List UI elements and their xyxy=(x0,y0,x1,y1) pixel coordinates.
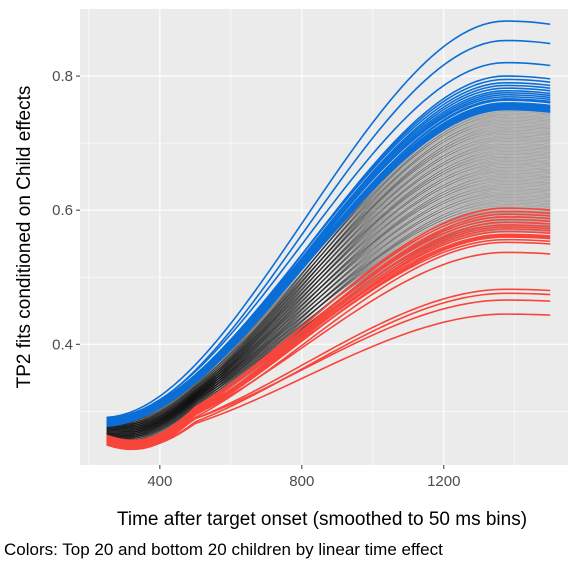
series-line-middle xyxy=(106,163,551,425)
series-line-middle xyxy=(106,190,551,442)
series-line-middle xyxy=(106,113,551,437)
series-line-middle xyxy=(106,127,551,439)
y-axis: 0.4 0.6 0.8 xyxy=(52,68,80,353)
series-line-middle xyxy=(106,130,551,435)
series-line-middle xyxy=(106,160,551,428)
series-line-middle xyxy=(106,123,551,434)
series-top20-group xyxy=(106,20,551,427)
series-line-middle xyxy=(106,138,551,436)
x-tick-label: 1200 xyxy=(427,473,460,490)
series-line-middle xyxy=(106,143,551,429)
series-line-middle xyxy=(106,150,551,431)
series-line-middle xyxy=(106,117,551,441)
series-line-bottom20 xyxy=(106,238,551,442)
series-line-middle xyxy=(106,139,551,425)
series-line-middle xyxy=(106,201,551,440)
series-line-middle xyxy=(106,153,551,427)
y-tick-label: 0.6 xyxy=(52,202,73,219)
series-line-middle xyxy=(106,146,551,426)
series-line-middle xyxy=(106,156,551,424)
series-line-middle xyxy=(106,169,551,438)
series-bottom20-group xyxy=(106,207,551,451)
series-line-middle xyxy=(106,112,551,428)
series-line-middle xyxy=(106,122,551,426)
series-line-middle xyxy=(106,158,551,432)
series-line-middle xyxy=(106,126,551,431)
series-line-middle xyxy=(106,186,551,437)
series-line-middle xyxy=(106,133,551,432)
series-line-middle xyxy=(106,183,551,441)
series-line-middle xyxy=(106,125,551,442)
x-axis-title: Time after target onset (smoothed to 50 … xyxy=(117,509,527,530)
series-line-middle xyxy=(106,179,551,436)
series-line-middle xyxy=(106,175,551,431)
series-line-top20 xyxy=(106,20,551,419)
series-line-middle xyxy=(106,136,551,428)
series-line-middle xyxy=(106,162,551,437)
series-line-middle xyxy=(106,182,551,432)
x-axis: 400 800 1200 xyxy=(147,465,460,490)
series-line-top20 xyxy=(106,61,551,420)
series-line-middle xyxy=(106,180,551,424)
series-line-top20 xyxy=(106,108,551,424)
series-line-middle xyxy=(106,129,551,427)
series-line-middle xyxy=(106,188,551,426)
series-line-bottom20 xyxy=(106,241,551,450)
series-line-middle xyxy=(106,165,551,433)
series-line-bottom20 xyxy=(106,299,551,444)
series-line-middle xyxy=(106,209,551,430)
series-line-middle xyxy=(106,195,551,427)
series-line-middle xyxy=(106,166,551,441)
series-line-middle xyxy=(106,178,551,428)
y-axis-title: TP2 fits conditioned on Child effects xyxy=(14,86,35,389)
series-line-middle xyxy=(106,135,551,440)
series-line-bottom20 xyxy=(106,313,551,448)
series-line-middle xyxy=(106,196,551,435)
y-tick-label: 0.8 xyxy=(52,68,73,85)
series-line-top20 xyxy=(106,96,551,419)
series-line-middle xyxy=(106,159,551,440)
series-line-bottom20 xyxy=(106,251,551,446)
series-line-middle xyxy=(106,132,551,423)
x-tick-label: 400 xyxy=(147,473,172,490)
series-line-middle xyxy=(106,185,551,429)
series-line-top20 xyxy=(106,107,551,423)
series-line-bottom20 xyxy=(106,224,551,442)
series-line-middle xyxy=(106,145,551,438)
series-line-middle xyxy=(106,206,551,433)
series-line-middle xyxy=(106,205,551,425)
chart-caption: Colors: Top 20 and bottom 20 children by… xyxy=(4,540,443,559)
series-line-middle xyxy=(106,203,551,437)
series-line-middle xyxy=(106,192,551,430)
series-line-middle xyxy=(106,116,551,433)
series-line-middle xyxy=(106,189,551,434)
series-line-middle xyxy=(106,170,551,426)
series-line-middle xyxy=(106,142,551,441)
series-line-middle xyxy=(106,148,551,434)
series-line-middle xyxy=(106,212,551,426)
series-line-middle xyxy=(106,140,551,433)
series-line-middle xyxy=(106,199,551,432)
series-line-middle xyxy=(106,120,551,438)
series-line-middle xyxy=(106,119,551,429)
y-tick-label: 0.4 xyxy=(52,336,73,353)
series-line-middle xyxy=(106,149,551,442)
series-line-middle xyxy=(106,173,551,443)
series-line-top20 xyxy=(106,104,551,421)
series-line-middle xyxy=(106,202,551,428)
series-line-middle xyxy=(106,172,551,434)
series-line-middle xyxy=(106,155,551,435)
series-line-middle xyxy=(106,152,551,439)
series-line-middle xyxy=(106,176,551,439)
x-tick-label: 800 xyxy=(289,473,314,490)
series-line-middle xyxy=(106,110,551,440)
series-line-middle xyxy=(106,168,551,430)
series-line-middle xyxy=(106,193,551,439)
